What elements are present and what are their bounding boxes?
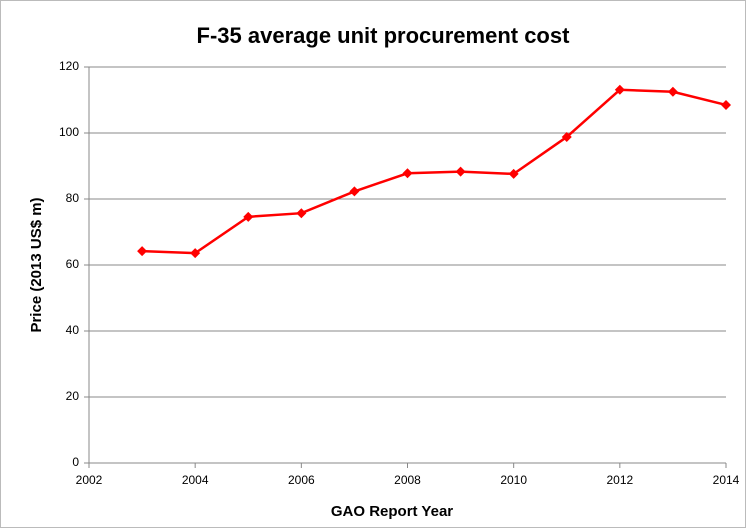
x-tick-label: 2010 <box>500 473 527 487</box>
x-tick-label: 2004 <box>182 473 209 487</box>
y-tick-label: 20 <box>66 389 80 403</box>
data-marker <box>190 248 201 259</box>
data-marker <box>349 186 360 197</box>
data-marker <box>296 208 307 219</box>
chart-title: F-35 average unit procurement cost <box>197 23 571 48</box>
data-marker <box>667 86 678 97</box>
y-tick-label: 60 <box>66 257 80 271</box>
y-tick-label: 80 <box>66 191 80 205</box>
y-tick-label: 120 <box>59 59 79 73</box>
y-tick-label: 100 <box>59 125 79 139</box>
data-marker <box>243 211 254 222</box>
x-tick-label: 2014 <box>713 473 740 487</box>
x-tick-label: 2008 <box>394 473 421 487</box>
data-marker <box>402 168 413 179</box>
x-axis-title: GAO Report Year <box>331 503 453 520</box>
data-marker <box>508 168 519 179</box>
data-marker <box>721 99 731 110</box>
x-tick-label: 2006 <box>288 473 315 487</box>
x-tick-label: 2012 <box>606 473 633 487</box>
y-axis-title: Price (2013 US$ m) <box>28 197 45 332</box>
series-line <box>142 88 727 255</box>
data-marker <box>561 131 572 142</box>
data-marker <box>614 84 625 95</box>
data-marker <box>137 246 148 257</box>
y-tick-label: 40 <box>66 323 80 337</box>
x-tick-label: 2002 <box>76 473 103 487</box>
y-tick-label: 0 <box>72 455 79 469</box>
data-marker <box>455 166 466 177</box>
